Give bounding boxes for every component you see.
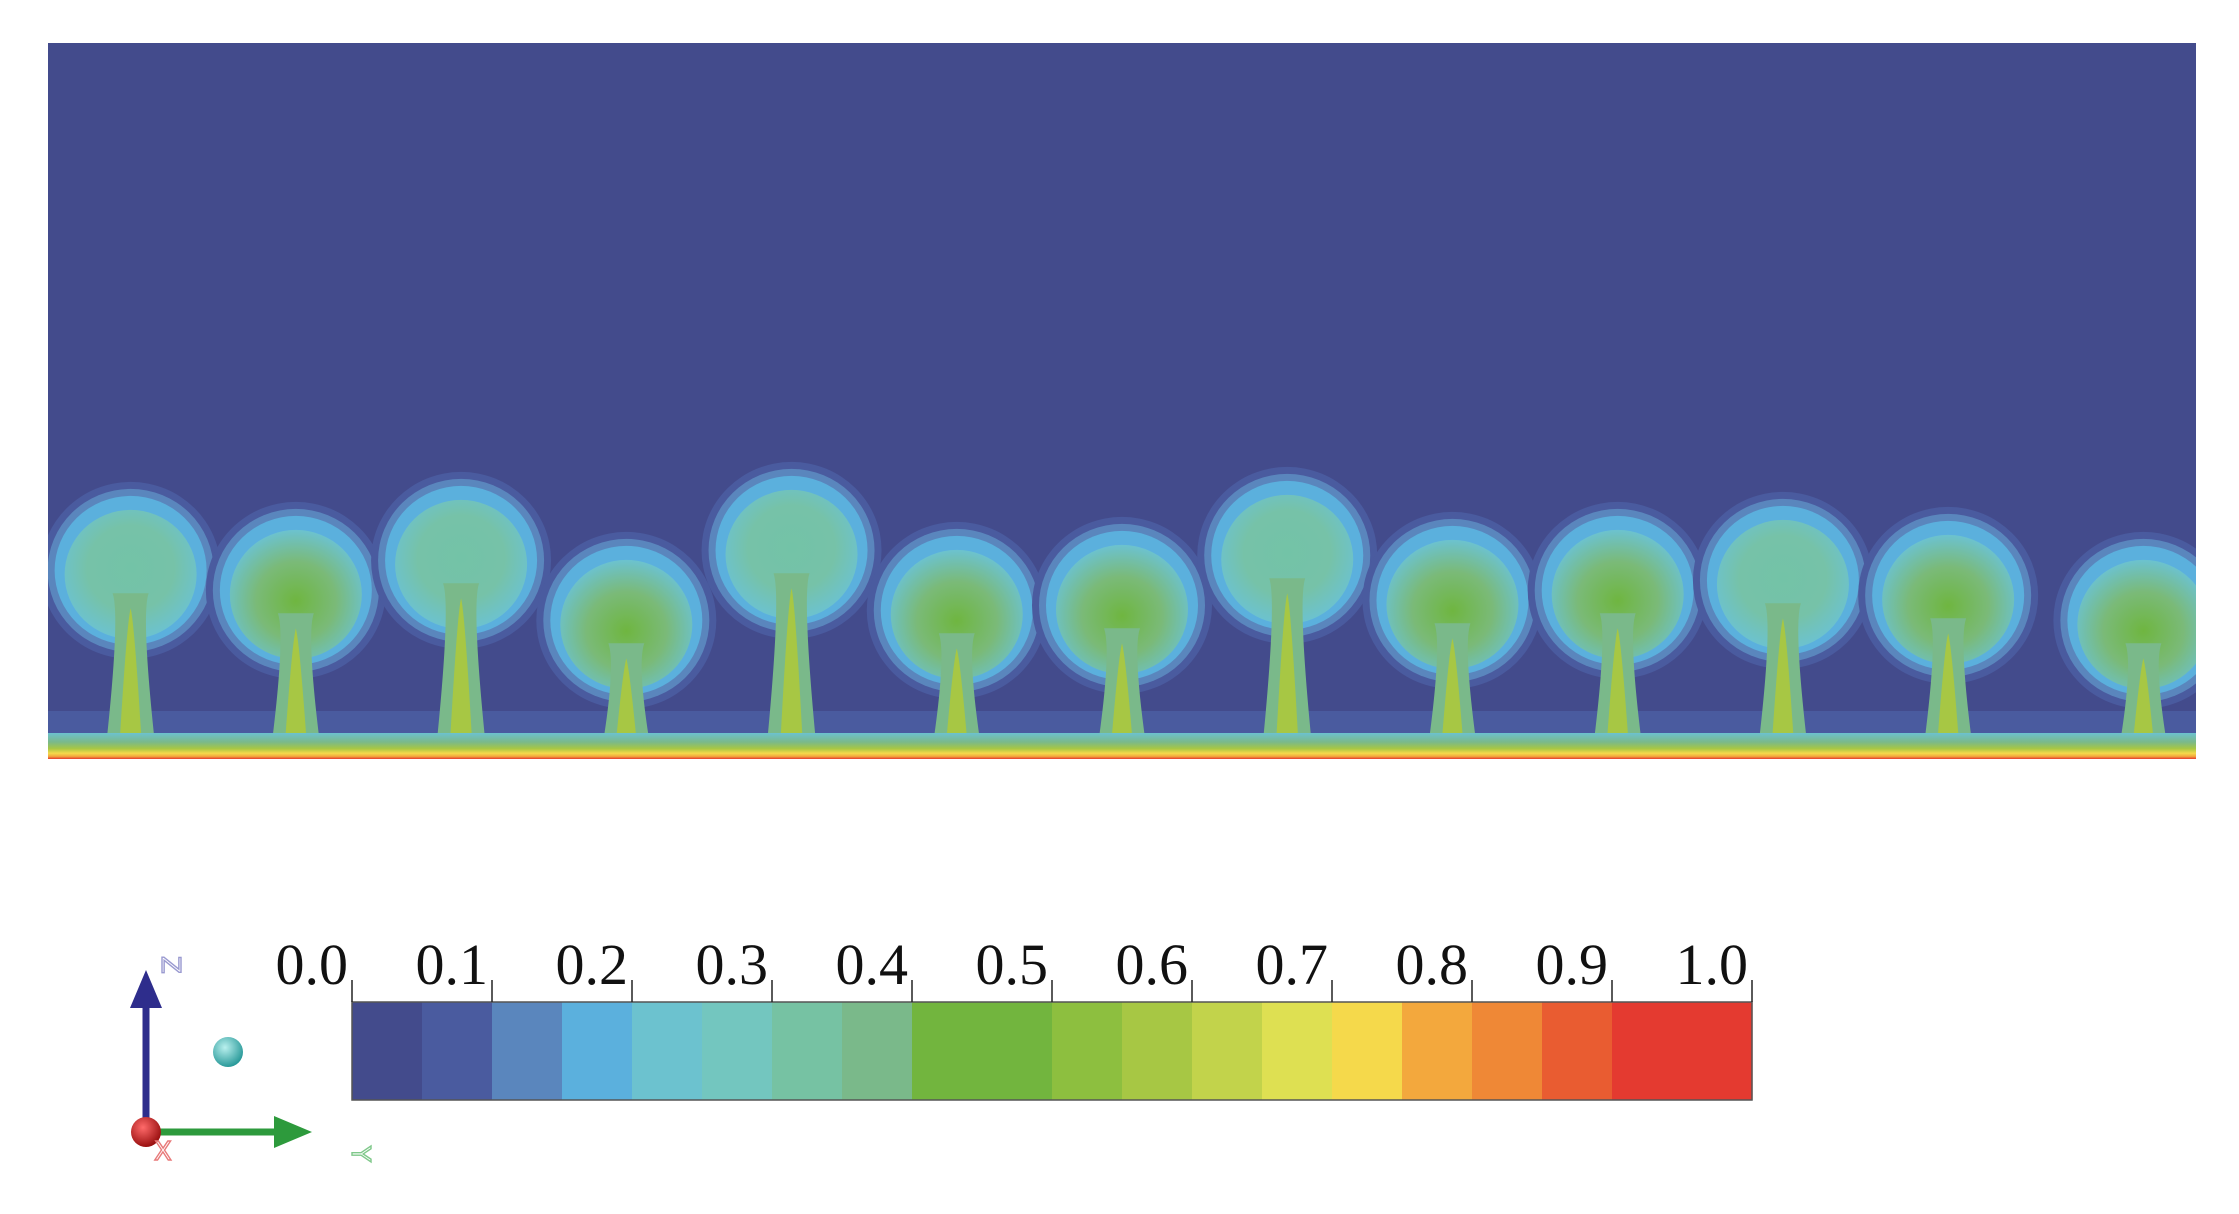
- x-axis-label: X: [154, 1137, 172, 1167]
- colorbar-band: [632, 1002, 703, 1100]
- colorbar-band: [492, 1002, 563, 1100]
- colorbar-band: [1262, 1002, 1333, 1100]
- z-axis-label: Z: [155, 956, 185, 974]
- colorbar-band: [1122, 1002, 1193, 1100]
- colorbar-band: [1402, 1002, 1473, 1100]
- colorbar-tick-label: 0.0: [276, 932, 349, 997]
- colorbar-ticks: 0.0 0.1 0.2 0.3 0.4 0.5 0.6 0.7 0.8 0.9 1.0: [276, 932, 1753, 1002]
- colorbar-band: [1682, 1002, 1753, 1100]
- colorbar-tick-label: 0.6: [1116, 932, 1189, 997]
- colorbar-band: [1332, 1002, 1403, 1100]
- colorbar-tick-label: 0.1: [416, 932, 489, 997]
- colorbar-band: [702, 1002, 773, 1100]
- colorbar-tick-label: 0.7: [1256, 932, 1329, 997]
- colorbar-band: [1612, 1002, 1683, 1100]
- y-axis-label: Y: [345, 1145, 375, 1162]
- colorbar-band: [842, 1002, 913, 1100]
- axes-triad: Z Y X: [130, 955, 376, 1168]
- colorbar-tick-label: 0.4: [836, 932, 909, 997]
- origin-sphere-icon: [131, 1117, 161, 1147]
- colorbar-band: [772, 1002, 843, 1100]
- colorbar-tick-label: 0.5: [976, 932, 1049, 997]
- view-sphere-icon: [213, 1037, 243, 1067]
- z-axis-arrowhead: [130, 970, 162, 1008]
- colorbar: 0.0 0.1 0.2 0.3 0.4 0.5 0.6 0.7 0.8 0.9 1.0: [276, 932, 1753, 1101]
- colorbar-tick-label: 0.9: [1536, 932, 1609, 997]
- colorbar-band: [1472, 1002, 1543, 1100]
- colorbar-tick-label: 0.3: [696, 932, 769, 997]
- colorbar-band: [912, 1002, 983, 1100]
- contour-plot: [48, 43, 2196, 759]
- colorbar-band: [982, 1002, 1053, 1100]
- colorbar-band: [1542, 1002, 1613, 1100]
- colorbar-tick-label: 0.2: [556, 932, 629, 997]
- y-axis-arrowhead: [274, 1116, 312, 1148]
- colorbar-band: [1192, 1002, 1263, 1100]
- colorbar-tick-label: 1.0: [1676, 932, 1749, 997]
- colorbar-band: [562, 1002, 633, 1100]
- plume-layer: [48, 461, 2196, 759]
- colorbar-band: [352, 1002, 423, 1100]
- colorbar-band: [1052, 1002, 1123, 1100]
- colorbar-tick-label: 0.8: [1396, 932, 1469, 997]
- colorbar-bands: [352, 1002, 1753, 1100]
- colorbar-band: [422, 1002, 493, 1100]
